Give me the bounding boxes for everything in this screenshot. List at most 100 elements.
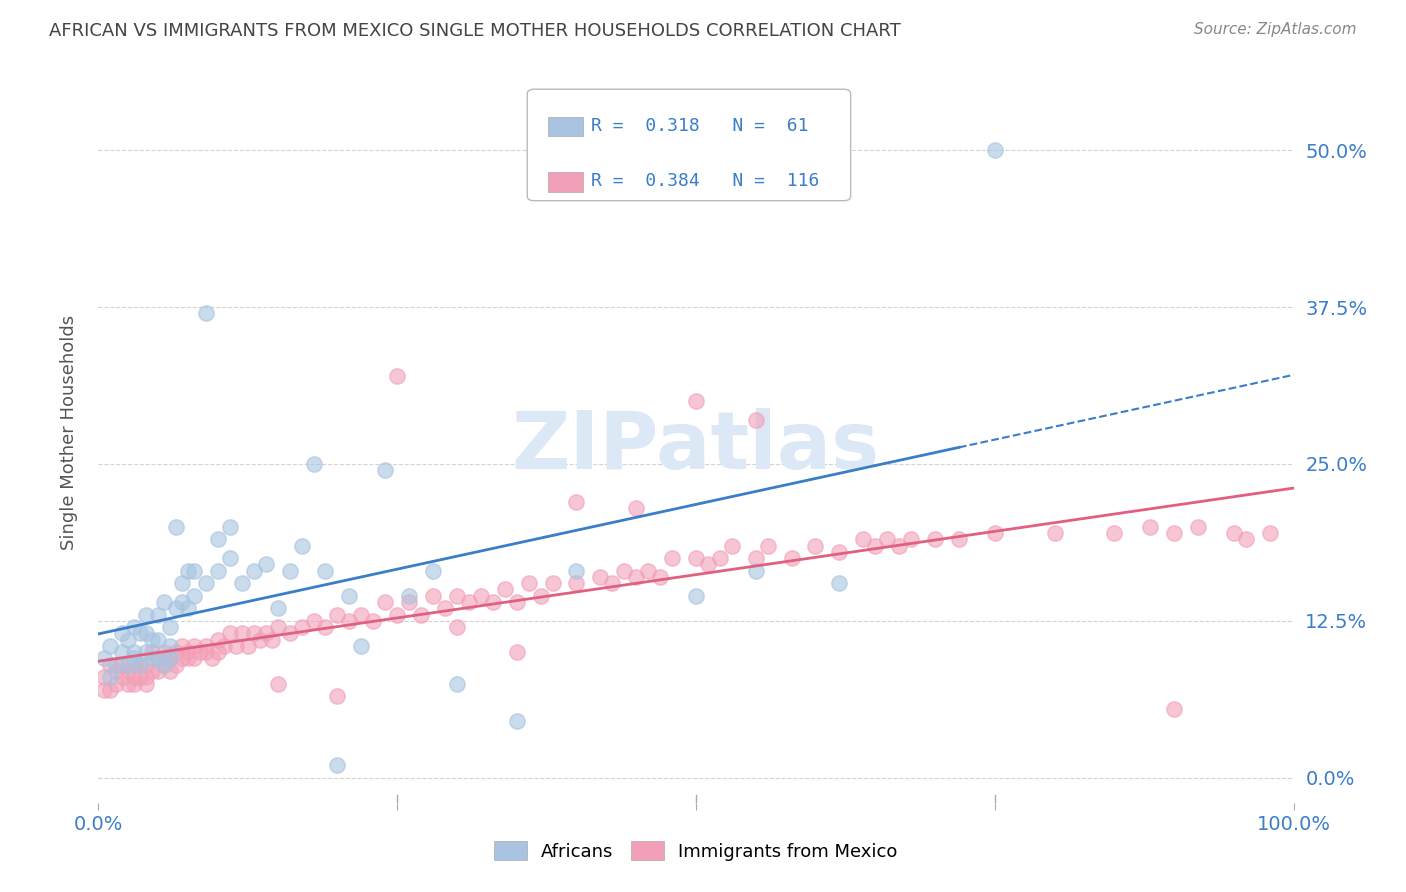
Point bbox=[148, 664, 170, 678]
Point bbox=[243, 564, 266, 578]
Point bbox=[117, 664, 139, 678]
Point bbox=[153, 645, 176, 659]
Point bbox=[637, 564, 659, 578]
Point bbox=[339, 614, 361, 628]
Point bbox=[613, 564, 636, 578]
Point bbox=[207, 533, 229, 547]
Point bbox=[315, 620, 337, 634]
Point bbox=[565, 494, 588, 508]
Point bbox=[172, 576, 194, 591]
Point bbox=[159, 651, 181, 665]
Point bbox=[195, 576, 218, 591]
Point bbox=[446, 676, 468, 690]
Point bbox=[135, 645, 157, 659]
Point bbox=[231, 626, 253, 640]
Point bbox=[278, 626, 301, 640]
Point bbox=[530, 589, 553, 603]
Point bbox=[302, 614, 325, 628]
Point bbox=[458, 595, 481, 609]
Point bbox=[153, 657, 176, 672]
Point bbox=[411, 607, 433, 622]
Point bbox=[481, 595, 505, 609]
Point bbox=[129, 626, 152, 640]
Point bbox=[685, 589, 707, 603]
Point bbox=[565, 564, 588, 578]
Point bbox=[165, 657, 187, 672]
Point bbox=[506, 645, 529, 659]
Point bbox=[374, 463, 396, 477]
Point bbox=[648, 570, 672, 584]
Point bbox=[219, 551, 242, 566]
Point bbox=[924, 533, 946, 547]
Point bbox=[153, 657, 176, 672]
Point bbox=[756, 539, 779, 553]
Point bbox=[183, 651, 205, 665]
Point bbox=[165, 645, 187, 659]
Point bbox=[326, 607, 349, 622]
Point bbox=[98, 670, 122, 684]
Point bbox=[98, 657, 122, 672]
Point bbox=[721, 539, 744, 553]
Text: Source: ZipAtlas.com: Source: ZipAtlas.com bbox=[1194, 22, 1357, 37]
Point bbox=[117, 632, 139, 647]
Point bbox=[339, 589, 361, 603]
Point bbox=[93, 670, 115, 684]
Y-axis label: Single Mother Households: Single Mother Households bbox=[59, 315, 77, 550]
Point bbox=[506, 595, 529, 609]
Point bbox=[165, 601, 187, 615]
Point bbox=[111, 626, 134, 640]
Point bbox=[129, 657, 152, 672]
Point bbox=[124, 645, 146, 659]
Point bbox=[506, 714, 529, 729]
Point bbox=[231, 576, 253, 591]
Point bbox=[93, 682, 115, 697]
Point bbox=[1104, 526, 1126, 541]
Point bbox=[254, 558, 277, 572]
Point bbox=[434, 601, 457, 615]
Point bbox=[697, 558, 720, 572]
Point bbox=[195, 645, 218, 659]
Point bbox=[236, 639, 259, 653]
Point bbox=[374, 595, 396, 609]
Point bbox=[291, 539, 314, 553]
Point bbox=[1258, 526, 1281, 541]
Legend: Africans, Immigrants from Mexico: Africans, Immigrants from Mexico bbox=[486, 834, 905, 868]
Point bbox=[1223, 526, 1246, 541]
Point bbox=[685, 394, 707, 409]
Point bbox=[626, 500, 648, 515]
Point bbox=[129, 657, 152, 672]
Point bbox=[207, 645, 229, 659]
Point bbox=[159, 664, 181, 678]
Point bbox=[159, 639, 181, 653]
Point bbox=[225, 639, 247, 653]
Point bbox=[385, 607, 409, 622]
Point bbox=[302, 457, 325, 471]
Point bbox=[350, 639, 373, 653]
Point bbox=[98, 639, 122, 653]
Point bbox=[183, 589, 205, 603]
Point bbox=[124, 657, 146, 672]
Point bbox=[1043, 526, 1066, 541]
Point bbox=[565, 576, 588, 591]
Point bbox=[124, 670, 146, 684]
Point bbox=[172, 639, 194, 653]
Point bbox=[124, 651, 146, 665]
Point bbox=[267, 601, 290, 615]
Point bbox=[148, 607, 170, 622]
Point bbox=[1234, 533, 1257, 547]
Point bbox=[172, 651, 194, 665]
Point bbox=[517, 576, 540, 591]
Point bbox=[207, 564, 229, 578]
Point bbox=[780, 551, 803, 566]
Point bbox=[350, 607, 373, 622]
Point bbox=[315, 564, 337, 578]
Point bbox=[165, 520, 187, 534]
Point bbox=[219, 520, 242, 534]
Point bbox=[828, 545, 851, 559]
Point bbox=[865, 539, 887, 553]
Point bbox=[177, 601, 200, 615]
Point bbox=[900, 533, 922, 547]
Point bbox=[159, 651, 181, 665]
Point bbox=[852, 533, 875, 547]
Point bbox=[254, 626, 277, 640]
